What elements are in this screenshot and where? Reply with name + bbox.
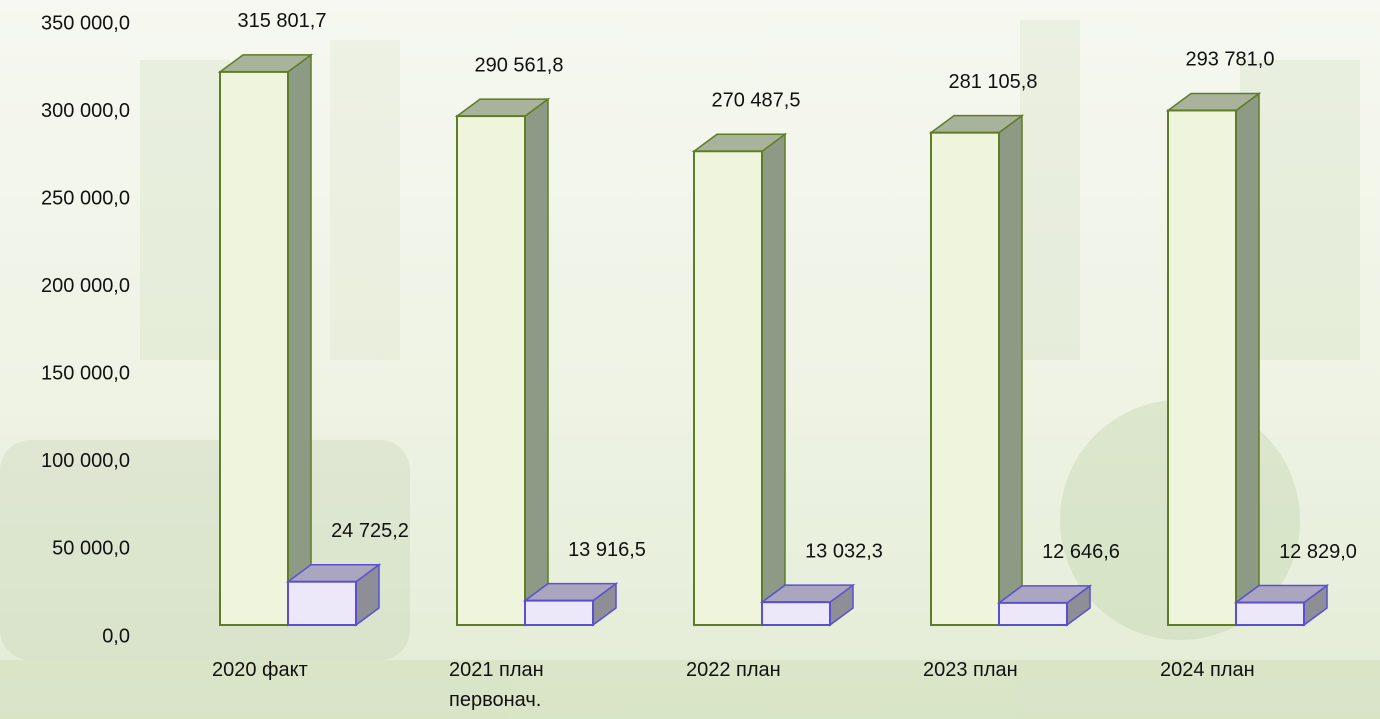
bar	[219, 70, 289, 627]
x-tick-label: 2020 факт	[212, 659, 308, 681]
bar	[930, 131, 1000, 626]
value-label: 24 725,2	[331, 520, 409, 542]
bar	[693, 150, 763, 626]
value-label: 12 829,0	[1279, 541, 1357, 563]
y-tick-label: 200 000,0	[41, 275, 130, 297]
bar	[1235, 601, 1305, 627]
value-label: 315 801,7	[238, 10, 327, 32]
value-label: 281 105,8	[949, 71, 1038, 93]
bar-side	[1235, 91, 1260, 627]
value-label: 290 561,8	[475, 54, 564, 76]
y-tick-label: 50 000,0	[52, 538, 130, 560]
value-label: 270 487,5	[712, 90, 801, 112]
bar-side	[998, 114, 1023, 627]
bar-side	[524, 97, 549, 627]
bar-side	[761, 132, 786, 627]
x-tick-label: 2024 план	[1160, 659, 1255, 681]
bar	[287, 580, 357, 626]
bar	[998, 601, 1068, 627]
value-label: 13 032,3	[805, 540, 883, 562]
y-tick-label: 250 000,0	[41, 187, 130, 209]
bar	[456, 115, 526, 626]
x-tick-label: 2023 план	[923, 659, 1018, 681]
bar	[1167, 109, 1237, 626]
y-tick-label: 150 000,0	[41, 363, 130, 385]
bar	[761, 601, 831, 627]
y-tick-label: 350 000,0	[41, 12, 130, 34]
x-tick-label: 2021 план первонач.	[449, 659, 544, 711]
bar-side	[287, 53, 312, 627]
y-tick-label: 300 000,0	[41, 100, 130, 122]
bar	[524, 599, 594, 626]
y-tick-label: 0,0	[102, 625, 130, 647]
value-label: 12 646,6	[1042, 541, 1120, 563]
value-label: 293 781,0	[1186, 49, 1275, 71]
y-tick-label: 100 000,0	[41, 450, 130, 472]
value-label: 13 916,5	[568, 539, 646, 561]
x-tick-label: 2022 план	[686, 659, 781, 681]
